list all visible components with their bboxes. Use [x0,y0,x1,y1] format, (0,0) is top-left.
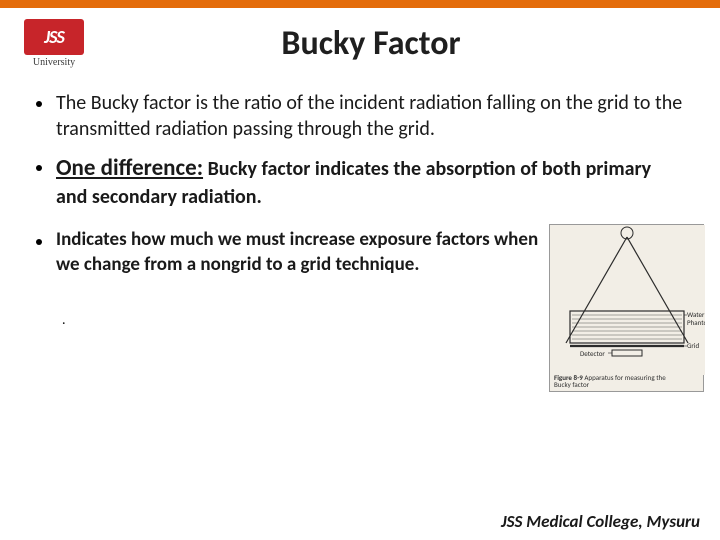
bullet-item: The Bucky factor is the ratio of the inc… [36,90,684,142]
label-phantom: Phantom [687,318,705,327]
slide-title: Bucky Factor [102,23,700,64]
bullet-dot-icon [36,101,42,107]
slide-header: JSS University Bucky Factor [0,8,720,80]
bullet-item: Indicates how much we must increase expo… [36,228,543,277]
bullet-dot-icon [36,165,42,171]
bullet-text-2: One difference: Bucky factor indicates t… [56,154,684,210]
bullet-text-3: Indicates how much we must increase expo… [56,228,543,277]
university-logo: JSS University [18,12,90,74]
bullet-text-1: The Bucky factor is the ratio of the inc… [56,90,684,142]
diagram-row: Indicates how much we must increase expo… [36,228,684,392]
bullet-item: One difference: Bucky factor indicates t… [36,154,684,210]
caption-text2: Bucky factor [554,380,589,389]
bullet-lead: One difference: [56,154,203,182]
bucky-diagram: Water Phantom Grid Detector Figure 8-9 A… [549,224,704,392]
logo-badge: JSS [24,19,84,55]
stray-mark: . [62,311,549,328]
label-grid: Grid [687,341,699,350]
diagram-svg: Water Phantom Grid Detector [550,225,705,375]
bullet-dot-icon [36,239,42,245]
top-accent-bar [0,0,720,8]
label-detector: Detector [580,349,605,358]
diagram-caption: Figure 8-9 Apparatus for measuring the B… [554,374,666,389]
logo-subtext: University [33,57,75,68]
slide-footer: JSS Medical College, Mysuru [501,511,700,532]
caption-text1: Apparatus for measuring the [584,373,665,382]
slide-content: The Bucky factor is the ratio of the inc… [0,80,720,392]
